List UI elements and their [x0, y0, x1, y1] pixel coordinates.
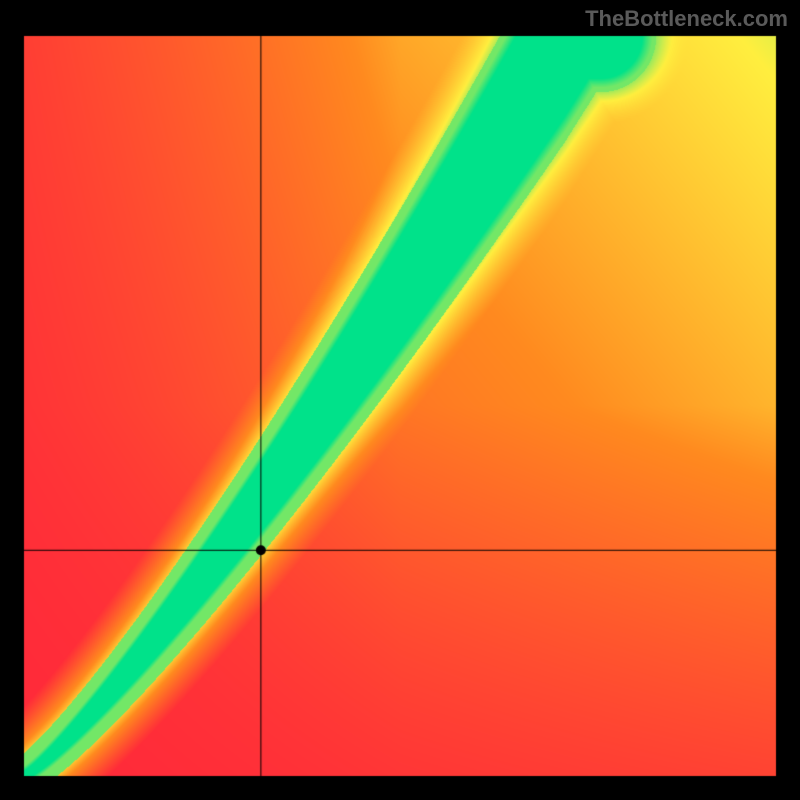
watermark-text: TheBottleneck.com — [585, 6, 788, 32]
bottleneck-heatmap — [0, 0, 800, 800]
